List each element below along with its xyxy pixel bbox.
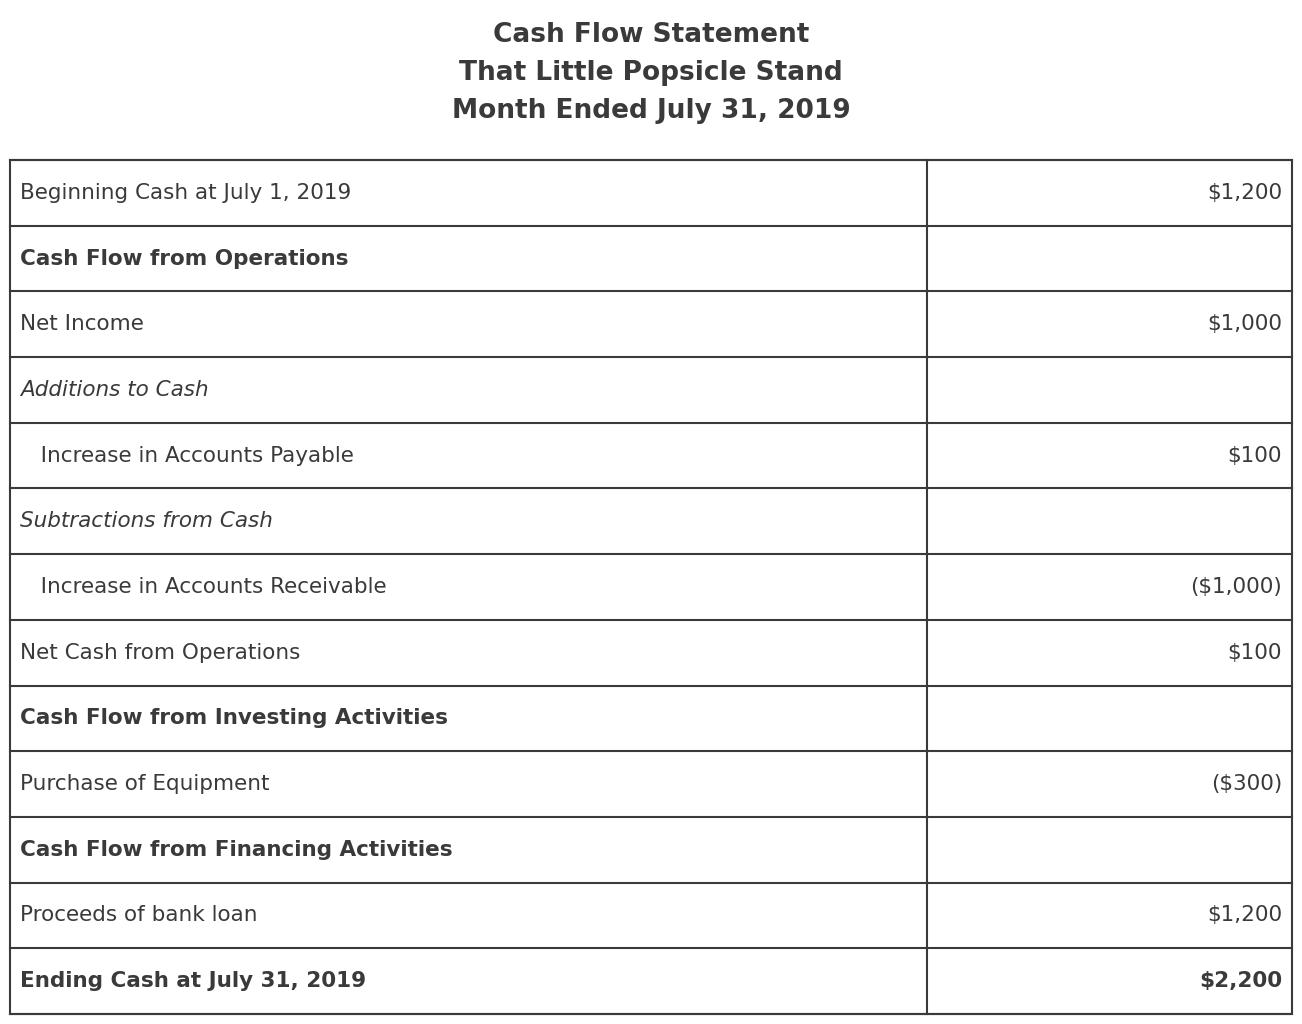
Text: Cash Flow from Financing Activities: Cash Flow from Financing Activities <box>20 840 453 860</box>
Text: Net Income: Net Income <box>20 314 145 334</box>
Text: Additions to Cash: Additions to Cash <box>20 380 208 400</box>
Text: Net Cash from Operations: Net Cash from Operations <box>20 643 301 663</box>
Text: $100: $100 <box>1228 643 1282 663</box>
Text: Beginning Cash at July 1, 2019: Beginning Cash at July 1, 2019 <box>20 183 352 203</box>
Text: Increase in Accounts Receivable: Increase in Accounts Receivable <box>20 577 387 597</box>
Text: Purchase of Equipment: Purchase of Equipment <box>20 774 270 794</box>
Text: Cash Flow Statement: Cash Flow Statement <box>493 22 809 48</box>
Text: Month Ended July 31, 2019: Month Ended July 31, 2019 <box>452 98 850 124</box>
Text: ($300): ($300) <box>1211 774 1282 794</box>
Text: $1,000: $1,000 <box>1207 314 1282 334</box>
Text: That Little Popsicle Stand: That Little Popsicle Stand <box>460 60 842 86</box>
Text: Ending Cash at July 31, 2019: Ending Cash at July 31, 2019 <box>20 971 366 991</box>
Text: ($1,000): ($1,000) <box>1190 577 1282 597</box>
Text: Proceeds of bank loan: Proceeds of bank loan <box>20 905 258 926</box>
Text: $100: $100 <box>1228 445 1282 466</box>
Bar <box>10 160 1292 1014</box>
Text: Cash Flow from Investing Activities: Cash Flow from Investing Activities <box>20 709 448 728</box>
Text: Subtractions from Cash: Subtractions from Cash <box>20 511 273 531</box>
Text: $2,200: $2,200 <box>1199 971 1282 991</box>
Text: $1,200: $1,200 <box>1207 183 1282 203</box>
Text: $1,200: $1,200 <box>1207 905 1282 926</box>
Text: Increase in Accounts Payable: Increase in Accounts Payable <box>20 445 354 466</box>
Text: Cash Flow from Operations: Cash Flow from Operations <box>20 249 349 268</box>
